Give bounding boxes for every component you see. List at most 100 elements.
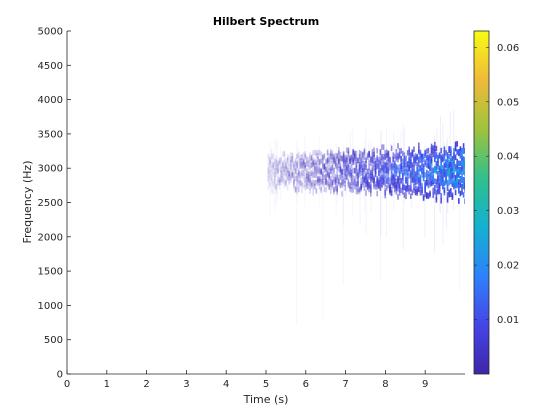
y-axis-ticks: 0 500 1000 1500 2000 2500 3000 3500 4000 4500 5000: [38, 27, 71, 381]
spectrum-cell: [406, 166, 409, 173]
spectrum-cell: [413, 158, 415, 165]
spectrum-cell: [405, 165, 407, 172]
spectrum-cell: [453, 162, 455, 168]
spectrum-cell: [403, 158, 406, 164]
spectrum-cell: [390, 171, 393, 178]
x-tick-label: 4: [223, 379, 229, 390]
spectrum-cell: [346, 156, 348, 163]
spectrum-cell: [318, 158, 321, 165]
spectrum-cell: [282, 171, 284, 177]
spectrum-cell: [294, 164, 297, 170]
spectrum-cell: [440, 180, 442, 186]
spectrum-cell: [347, 157, 350, 163]
spectrum-cell: [453, 148, 455, 154]
spectrum-cell: [410, 153, 412, 159]
spectrum-cell: [301, 158, 303, 164]
spectrum-cell: [443, 155, 446, 162]
spectrum-cell: [368, 150, 370, 157]
spectrum-cell: [328, 172, 330, 178]
spectrum-cell: [333, 158, 335, 164]
spectrum-cell: [347, 171, 350, 177]
spectrum-cell: [275, 158, 278, 165]
spectrum-cell: [366, 178, 369, 184]
spectrum-cell: [459, 182, 462, 188]
spectrum-cell: [400, 148, 402, 154]
spectrum-cell: [339, 166, 342, 172]
spectrum-cell: [275, 169, 278, 175]
spectrum-cell: [314, 180, 316, 186]
spectrum-cell: [299, 170, 302, 177]
spectrum-cell: [365, 181, 367, 188]
spectrum-cell: [392, 163, 394, 170]
spectrum-cell: [298, 172, 300, 178]
spectrum-cell: [414, 185, 417, 192]
spectrum-cell: [275, 183, 278, 190]
spectrum-cell: [363, 163, 366, 169]
spectrum-cell: [307, 159, 310, 166]
spectrum-cell: [302, 160, 305, 166]
spectrum-cell: [392, 156, 394, 163]
spectrum-cell: [362, 169, 364, 175]
spectrum-cell: [331, 164, 334, 171]
spectrum-cell: [358, 165, 361, 172]
spectrum-cell: [336, 174, 338, 181]
spectrum-cell: [398, 164, 401, 170]
spectrum-cell: [318, 184, 321, 190]
spectrum-cell: [376, 159, 378, 165]
spectrum-cell: [299, 158, 302, 165]
spectrum-cell: [334, 173, 337, 180]
spectrum-cell: [448, 174, 450, 180]
spectrum-cell: [437, 182, 439, 189]
spectrum-cell: [310, 154, 313, 161]
spectrum-cell: [272, 182, 274, 189]
spectrum-cell: [368, 151, 370, 158]
spectrum-cell: [280, 156, 282, 163]
spectrum-cell: [310, 180, 313, 186]
spectrum-cell: [432, 174, 434, 180]
spectrum-cell: [326, 169, 329, 176]
spectrum-cell: [270, 166, 273, 172]
spectrum-cell: [267, 154, 270, 161]
spectrum-cell: [302, 170, 305, 177]
spectrum-cell: [334, 179, 337, 185]
spectrum-cell: [270, 174, 273, 181]
spectrum-cell: [414, 179, 417, 186]
spectrum-cell: [368, 151, 370, 157]
spectrum-cell: [362, 181, 364, 188]
spectrum-cell: [366, 182, 369, 189]
spectrum-cell: [418, 160, 420, 167]
spectrum-cell: [298, 172, 300, 179]
spectrum-cell: [365, 181, 367, 188]
spectrum-cell: [267, 167, 270, 173]
spectrum-cell: [278, 157, 281, 164]
spectrum-cell: [365, 158, 367, 164]
spectrum-cell: [272, 163, 274, 169]
spectrum-cell: [440, 147, 442, 154]
spectrum-cell: [299, 161, 302, 167]
spectrum-cell: [312, 162, 314, 168]
spectrum-cell: [408, 184, 410, 191]
spectrum-cell: [421, 159, 423, 166]
spectrum-cell: [358, 167, 361, 174]
spectrum-cell: [405, 171, 407, 178]
spectrum-cell: [349, 158, 351, 164]
spectrum-cell: [286, 167, 289, 173]
spectrum-cell: [309, 178, 311, 185]
spectrum-cell: [395, 184, 398, 191]
spectrum-cell: [318, 175, 321, 182]
spectrum-cell: [462, 148, 465, 155]
spectrum-cell: [275, 171, 278, 178]
spectrum-cell: [374, 181, 377, 188]
spectrum-cell: [416, 178, 418, 185]
spectrum-cell: [320, 168, 322, 175]
spectrum-cell: [430, 180, 433, 187]
spectrum-cell: [294, 186, 297, 193]
spectrum-cell: [355, 188, 358, 195]
spectrum-cell: [275, 160, 278, 167]
spectrum-cell: [278, 174, 281, 180]
spectrum-cell: [418, 180, 420, 187]
spectrum-cell: [338, 158, 340, 165]
spectrum-cell: [370, 190, 372, 197]
spectrum-cell: [381, 154, 383, 161]
spectrum-cell: [427, 182, 430, 189]
